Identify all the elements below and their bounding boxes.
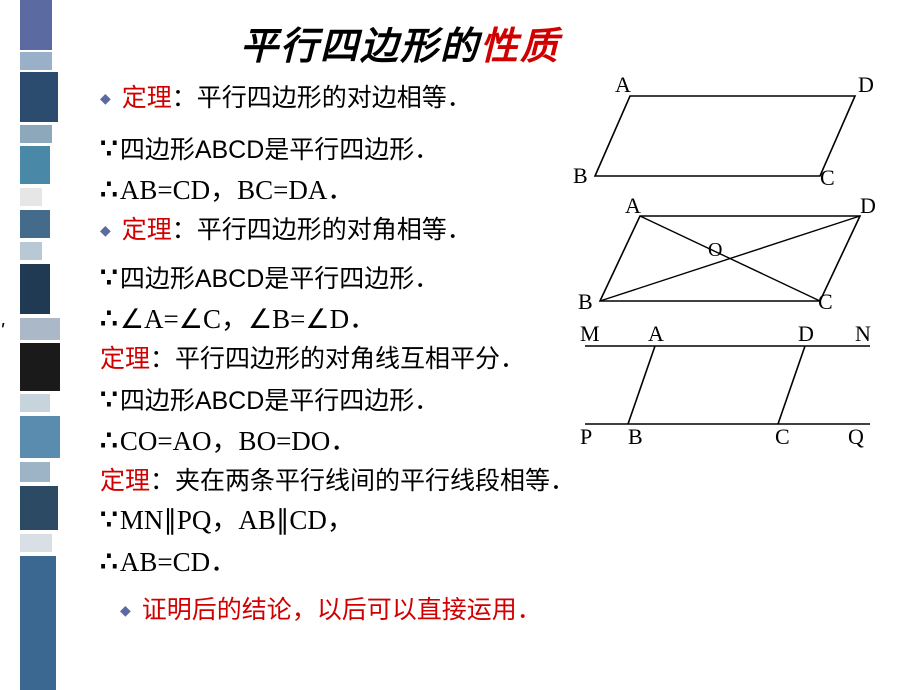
- theorem-text: ：夹在两条平行线间的平行线段相等．: [150, 467, 575, 495]
- figure-parallelogram: A D B C: [560, 78, 890, 193]
- main-content: 平行四边形的性质 定理：平行四边形的对边相等． 四边形ABCD是平行四边形． A…: [80, 0, 920, 690]
- sidebar-stripe: [20, 188, 42, 206]
- label-O: O: [708, 239, 722, 262]
- label-A: A: [648, 321, 664, 347]
- label-Q: Q: [848, 424, 864, 450]
- label-B: B: [573, 163, 588, 189]
- sidebar-stripe: [20, 125, 52, 143]
- sidebar-stripe: [20, 264, 50, 314]
- sidebar-stripe: [20, 72, 58, 122]
- label-C: C: [775, 424, 790, 450]
- sidebar-stripe: [20, 556, 56, 690]
- footer-note: 证明后的结论，以后可以直接运用．: [120, 592, 920, 630]
- theorem-text: ：平行四边形的对边相等．: [172, 84, 472, 112]
- theorem-text: ：平行四边形的对角相等．: [172, 216, 472, 244]
- sidebar-stripe: [20, 242, 42, 260]
- sidebar-stripe: [20, 486, 58, 530]
- label-M: M: [580, 321, 600, 347]
- theorem-text: ：平行四边形的对角线互相平分．: [150, 345, 525, 373]
- label-D: D: [858, 72, 874, 98]
- theorem-label: 定理: [122, 216, 172, 244]
- label-A: A: [615, 72, 631, 98]
- theorem-label: 定理: [122, 84, 172, 112]
- sidebar-stripe: [20, 318, 60, 340]
- figure-parallel-lines: M A D N P B C Q: [560, 324, 890, 444]
- label-D: D: [798, 321, 814, 347]
- sidebar-stripe: [20, 0, 52, 50]
- because-4: MN∥PQ，AB∥CD，: [100, 500, 920, 542]
- theorem-4: 定理：夹在两条平行线间的平行线段相等．: [100, 463, 920, 501]
- label-B: B: [578, 289, 593, 315]
- therefore-4: AB=CD．: [100, 542, 920, 584]
- title-part1: 平行四边形的: [240, 26, 480, 68]
- sidebar-stripe: [20, 534, 52, 552]
- sidebar-stripe: [20, 462, 50, 482]
- sidebar-stripe: [20, 416, 60, 458]
- label-C: C: [818, 289, 833, 315]
- sidebar-stripe: [20, 343, 60, 391]
- label-N: N: [855, 321, 871, 347]
- sidebar-stripe: [20, 394, 50, 412]
- label-A: A: [625, 193, 641, 219]
- decorative-sidebar: [0, 0, 70, 690]
- label-P: P: [580, 424, 592, 450]
- label-D: D: [860, 193, 876, 219]
- parallel-lines-svg: [560, 324, 880, 444]
- figure-diagonals: A D B C O: [560, 201, 890, 316]
- sidebar-stripe: [20, 52, 52, 70]
- label-C: C: [820, 165, 835, 191]
- theorem-label: 定理: [100, 345, 150, 373]
- figures-panel: A D B C A D B C O M: [560, 78, 890, 452]
- label-B: B: [628, 424, 643, 450]
- sidebar-stripe: [20, 210, 50, 238]
- theorem-label: 定理: [100, 467, 150, 495]
- title-part2: 性质: [480, 26, 560, 68]
- sidebar-stripe: [20, 146, 50, 184]
- slide-title: 平行四边形的性质: [240, 15, 920, 70]
